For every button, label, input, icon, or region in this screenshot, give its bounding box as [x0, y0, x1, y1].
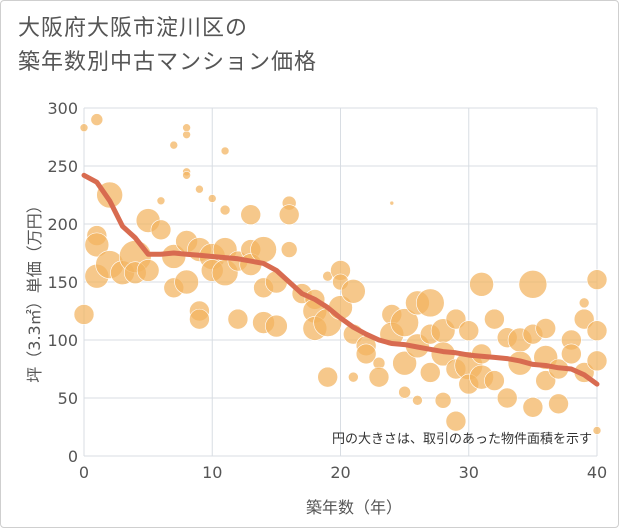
data-point	[445, 410, 467, 432]
data-point	[136, 259, 160, 282]
y-tick-label: 150	[47, 273, 78, 292]
data-point	[496, 387, 518, 409]
y-tick-label: 0	[68, 447, 78, 466]
y-tick-label: 200	[47, 215, 78, 234]
data-point	[392, 350, 417, 376]
data-point	[182, 123, 191, 133]
data-point	[518, 270, 548, 299]
data-point	[90, 113, 104, 126]
data-point	[189, 308, 210, 330]
data-point	[578, 297, 590, 309]
data-point	[458, 320, 480, 342]
y-tick-label: 300	[47, 99, 78, 118]
data-point	[156, 196, 166, 206]
data-point	[434, 392, 452, 409]
data-point	[398, 385, 411, 399]
data-point	[389, 200, 395, 206]
data-point	[182, 170, 191, 180]
data-point	[317, 366, 338, 388]
x-tick-label: 40	[587, 463, 607, 482]
data-point	[278, 204, 300, 226]
data-point	[280, 241, 298, 258]
data-point	[415, 288, 445, 318]
data-point	[484, 308, 505, 330]
y-tick-label: 250	[47, 157, 78, 176]
y-tick-label: 50	[58, 389, 78, 408]
x-tick-label: 20	[330, 463, 350, 482]
chart-title: 大阪府大阪市淀川区の 築年数別中古マンション価格	[18, 12, 317, 80]
data-point	[535, 318, 557, 339]
chart-title-line-2: 築年数別中古マンション価格	[18, 50, 318, 75]
trend-line-group	[81, 172, 600, 387]
data-point	[390, 308, 419, 337]
data-point	[219, 204, 231, 216]
data-point	[79, 123, 89, 133]
data-point	[412, 395, 423, 406]
data-point	[522, 396, 544, 418]
data-point	[368, 366, 390, 388]
data-point	[265, 314, 288, 338]
chart-title-line-1: 大阪府大阪市淀川区の	[18, 16, 249, 41]
data-point	[586, 269, 608, 290]
data-point	[84, 232, 110, 258]
data-point	[484, 370, 505, 391]
y-axis-label: 坪（3.3㎡）単価（万円）	[25, 197, 44, 382]
data-point	[586, 350, 608, 372]
data-point	[169, 140, 179, 150]
data-point	[592, 426, 602, 435]
data-point	[250, 236, 277, 263]
x-tick-label: 10	[202, 463, 222, 482]
data-point	[174, 269, 199, 295]
data-point	[586, 320, 608, 342]
bubble-size-note: 円の大きさは、取引のあった物件面積を示す	[332, 432, 592, 447]
x-tick-label: 0	[79, 463, 89, 482]
axis-ticks: 0 10 20 30 40 0 50 100 150 200 250 300	[47, 99, 607, 482]
data-point	[561, 343, 582, 365]
data-point	[240, 204, 262, 226]
data-point	[355, 343, 377, 365]
data-point	[73, 304, 95, 325]
data-point	[348, 371, 359, 383]
data-point	[207, 194, 217, 203]
trend-line	[81, 172, 600, 387]
x-axis-label: 築年数（年）	[306, 498, 402, 517]
grid-lines	[83, 107, 598, 457]
x-tick-label: 30	[459, 463, 479, 482]
data-point	[548, 393, 569, 415]
data-point	[220, 146, 230, 156]
data-point	[195, 184, 204, 194]
y-tick-label: 100	[47, 331, 78, 350]
data-point	[469, 272, 494, 297]
data-point	[150, 219, 172, 241]
data-point	[419, 362, 441, 383]
data-point	[227, 308, 249, 330]
data-point	[341, 278, 366, 304]
